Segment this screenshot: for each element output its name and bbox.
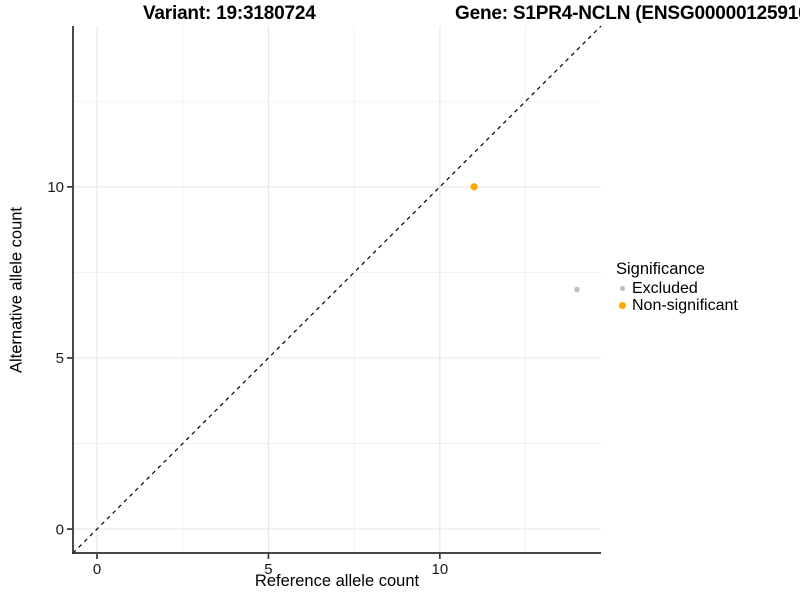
data-point-non-significant — [470, 183, 478, 191]
legend-key — [616, 285, 629, 292]
legend: Significance Excluded Non-significant — [616, 260, 738, 314]
x-tick-label: 10 — [432, 561, 449, 578]
legend-item-excluded: Excluded — [616, 280, 738, 297]
data-point-excluded — [574, 286, 580, 293]
y-axis-title: Alternative allele count — [7, 206, 26, 374]
x-tick-label: 5 — [264, 561, 272, 578]
legend-title: Significance — [616, 260, 705, 278]
x-tick-label: 0 — [93, 561, 101, 578]
y-tick-label: 10 — [47, 179, 64, 196]
y-tick-label: 0 — [56, 521, 64, 538]
legend-item-label: Excluded — [632, 279, 698, 297]
legend-item-label: Non-significant — [632, 296, 738, 314]
legend-item-non-significant: Non-significant — [616, 297, 738, 314]
variant-title: Variant: 19:3180724 — [143, 3, 316, 24]
y-tick-label: 5 — [56, 350, 64, 367]
legend-key — [616, 301, 629, 310]
legend-dot — [619, 285, 626, 292]
identity-line — [72, 25, 602, 554]
legend-dot — [618, 301, 627, 310]
x-axis-title: Reference allele count — [254, 572, 420, 590]
